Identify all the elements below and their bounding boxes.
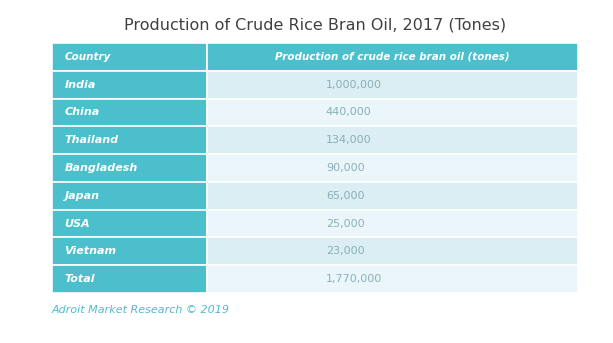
Bar	[52, 126, 207, 154]
Bar	[52, 265, 207, 293]
Bar	[207, 182, 578, 210]
Bar	[52, 154, 207, 182]
Text: Bangladesh: Bangladesh	[64, 163, 138, 173]
Bar	[207, 71, 578, 98]
Bar	[207, 210, 578, 237]
Text: Country: Country	[64, 52, 111, 62]
Text: Japan: Japan	[64, 191, 99, 201]
Text: Vietnam: Vietnam	[64, 246, 116, 256]
Text: 440,000: 440,000	[326, 107, 371, 117]
Text: Total: Total	[64, 274, 95, 284]
Bar	[207, 43, 578, 71]
Text: Production of Crude Rice Bran Oil, 2017 (Tones): Production of Crude Rice Bran Oil, 2017 …	[124, 17, 506, 33]
Text: 65,000: 65,000	[326, 191, 364, 201]
Bar	[52, 43, 207, 71]
Text: India: India	[64, 80, 96, 90]
Bar	[52, 210, 207, 237]
Bar	[207, 265, 578, 293]
Text: 90,000: 90,000	[326, 163, 365, 173]
Text: 25,000: 25,000	[326, 218, 365, 228]
Bar	[52, 71, 207, 98]
Bar	[52, 98, 207, 126]
Text: 1,000,000: 1,000,000	[326, 80, 382, 90]
Bar	[207, 154, 578, 182]
Text: Adroit Market Research © 2019: Adroit Market Research © 2019	[52, 305, 230, 315]
Bar	[52, 237, 207, 265]
Text: USA: USA	[64, 218, 90, 228]
Bar	[207, 237, 578, 265]
Text: Production of crude rice bran oil (tones): Production of crude rice bran oil (tones…	[275, 52, 510, 62]
Text: Thailand: Thailand	[64, 135, 118, 145]
Bar	[207, 126, 578, 154]
Text: 1,770,000: 1,770,000	[326, 274, 382, 284]
Bar	[52, 182, 207, 210]
Text: 23,000: 23,000	[326, 246, 365, 256]
Text: 134,000: 134,000	[326, 135, 371, 145]
Text: China: China	[64, 107, 100, 117]
Bar	[207, 98, 578, 126]
